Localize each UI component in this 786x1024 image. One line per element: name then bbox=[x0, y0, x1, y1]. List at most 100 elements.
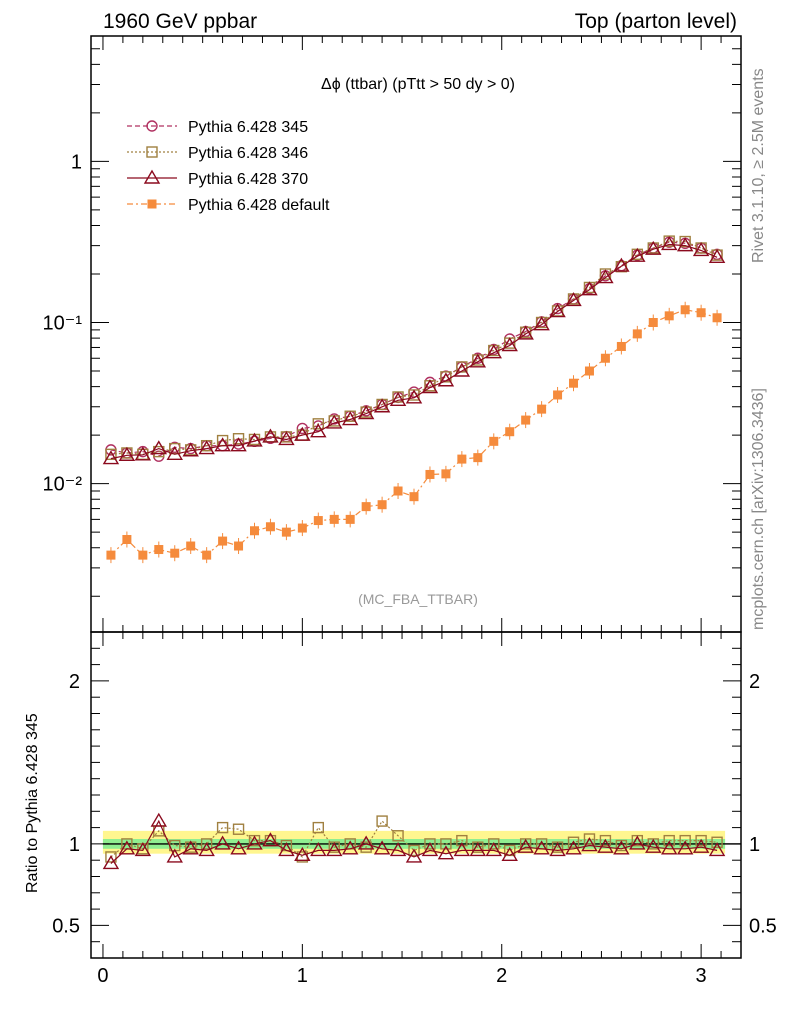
ratio-point bbox=[376, 815, 388, 827]
data-point bbox=[676, 237, 694, 252]
data-point bbox=[262, 428, 279, 443]
data-point bbox=[537, 404, 547, 414]
ratio-point bbox=[485, 842, 502, 857]
series-line bbox=[110, 243, 718, 460]
ratio-tick-label-right: 0.5 bbox=[749, 915, 777, 937]
data-point bbox=[218, 536, 228, 546]
data-point bbox=[214, 437, 231, 452]
data-point bbox=[345, 514, 355, 524]
data-point bbox=[202, 550, 212, 560]
ratio-point bbox=[533, 840, 550, 855]
data-point bbox=[569, 378, 579, 388]
chart-title: Δϕ (ttbar) (pTtt > 50 dy > 0) bbox=[321, 76, 515, 93]
ratio-point bbox=[424, 838, 436, 850]
header-right: Top (parton level) bbox=[575, 10, 737, 33]
data-point bbox=[613, 257, 630, 272]
data-point bbox=[326, 414, 343, 429]
ratio-point bbox=[232, 823, 245, 835]
data-point bbox=[281, 527, 291, 537]
ratio-point bbox=[294, 846, 311, 862]
ratio-point bbox=[216, 821, 229, 834]
data-point bbox=[553, 390, 563, 400]
ratio-point bbox=[389, 842, 407, 857]
ratio-tick-label-left: 2 bbox=[69, 671, 80, 693]
ratio-point bbox=[581, 837, 598, 852]
series-3 bbox=[106, 301, 722, 564]
data-point bbox=[134, 446, 152, 461]
ratio-tick-label-right: 1 bbox=[749, 834, 760, 856]
data-point bbox=[565, 292, 582, 307]
main-panel: Δϕ (ttbar) (pTtt > 50 dy > 0) (MC_FBA_TT… bbox=[90, 35, 742, 633]
data-point bbox=[597, 269, 614, 284]
data-point bbox=[150, 440, 168, 455]
data-point bbox=[533, 316, 550, 331]
data-point bbox=[230, 437, 247, 452]
ratio-point bbox=[501, 846, 518, 862]
ratio-point bbox=[469, 842, 487, 857]
ratio-point bbox=[408, 844, 420, 857]
ratio-point bbox=[549, 842, 566, 857]
data-point bbox=[102, 450, 120, 465]
ratio-point bbox=[695, 834, 707, 847]
data-point bbox=[166, 445, 183, 461]
data-point bbox=[453, 362, 471, 377]
ratio-point bbox=[118, 840, 136, 855]
ratio-point bbox=[150, 812, 168, 827]
data-point bbox=[505, 427, 515, 437]
ratio-point bbox=[629, 835, 646, 850]
data-point bbox=[153, 445, 165, 458]
data-point bbox=[584, 366, 594, 376]
legend-label: Pythia 6.428 370 bbox=[188, 171, 308, 188]
data-point bbox=[361, 502, 371, 512]
data-point bbox=[501, 337, 518, 352]
data-point bbox=[312, 418, 325, 430]
ratio-point bbox=[567, 836, 580, 848]
legend-marker bbox=[143, 169, 161, 184]
data-point bbox=[581, 281, 598, 296]
ratio-point bbox=[456, 834, 468, 847]
data-point bbox=[341, 411, 359, 426]
data-point bbox=[389, 391, 407, 406]
ratio-point bbox=[278, 842, 295, 857]
series-2 bbox=[102, 236, 726, 465]
ratio-point bbox=[565, 840, 582, 855]
data-point bbox=[154, 545, 164, 555]
rivet-label: Rivet 3.1.10, ≥ 2.5M events bbox=[750, 68, 767, 263]
data-point bbox=[648, 318, 658, 328]
data-point bbox=[425, 469, 435, 479]
x-tick-label: 1 bbox=[297, 965, 308, 987]
ratio-point bbox=[613, 840, 630, 855]
data-point bbox=[473, 453, 483, 463]
ratio-point bbox=[708, 842, 726, 857]
ratio-series-1 bbox=[102, 812, 726, 870]
ratio-point bbox=[392, 830, 404, 842]
y-tick-label: 10⁻² bbox=[43, 474, 83, 496]
x-tick-label: 3 bbox=[696, 965, 707, 987]
ratio-point bbox=[357, 835, 375, 850]
data-point bbox=[106, 550, 116, 560]
legend-marker bbox=[147, 199, 157, 209]
data-point bbox=[600, 353, 610, 363]
data-point bbox=[198, 440, 215, 455]
data-point bbox=[393, 486, 403, 496]
legend-marker bbox=[146, 146, 158, 158]
ratio-point bbox=[134, 842, 152, 857]
data-point bbox=[169, 442, 181, 455]
data-point bbox=[489, 436, 499, 446]
data-point bbox=[469, 353, 487, 368]
data-point bbox=[278, 431, 295, 446]
data-point bbox=[517, 325, 534, 340]
data-point bbox=[313, 516, 323, 526]
data-point bbox=[265, 522, 275, 532]
ratio-point bbox=[182, 840, 199, 855]
data-point bbox=[440, 371, 452, 383]
data-point bbox=[377, 500, 387, 510]
data-point bbox=[680, 305, 690, 315]
series-line bbox=[110, 309, 718, 556]
ratio-point bbox=[599, 834, 612, 847]
data-point bbox=[549, 303, 566, 318]
data-point bbox=[421, 379, 439, 394]
ratio-point bbox=[661, 840, 678, 855]
ratio-point bbox=[437, 845, 455, 860]
ratio-point bbox=[326, 842, 343, 857]
